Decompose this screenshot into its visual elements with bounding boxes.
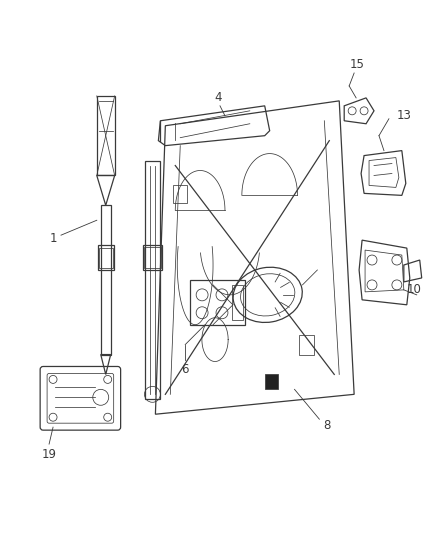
Text: 8: 8 xyxy=(324,418,331,432)
Polygon shape xyxy=(265,375,278,389)
Text: 1: 1 xyxy=(49,232,57,245)
Text: 19: 19 xyxy=(42,448,57,461)
Text: 15: 15 xyxy=(350,58,364,70)
Text: 10: 10 xyxy=(406,284,421,296)
Text: 4: 4 xyxy=(214,91,222,104)
Text: 6: 6 xyxy=(181,363,189,376)
Text: 13: 13 xyxy=(396,109,411,122)
